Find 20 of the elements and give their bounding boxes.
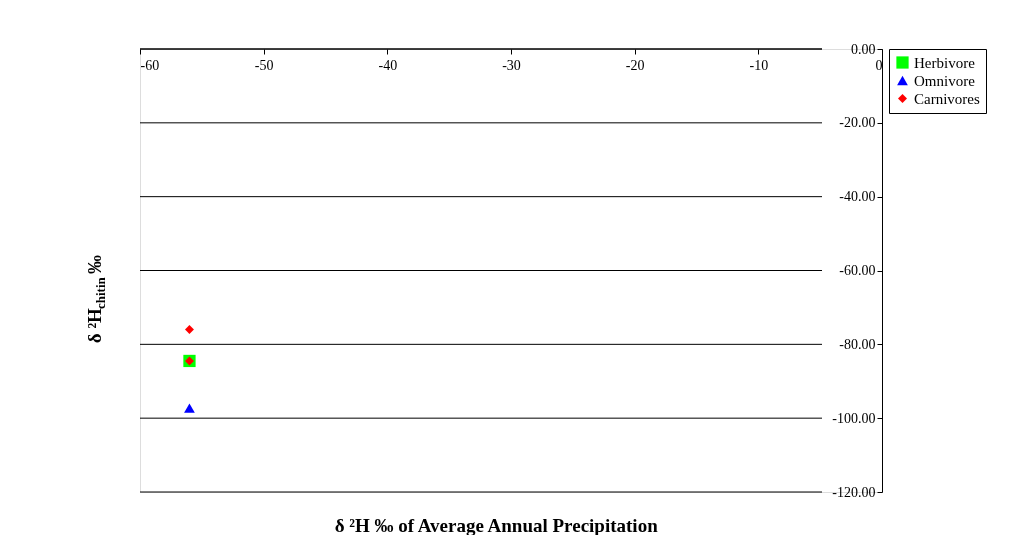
legend-label: Omnivore: [914, 72, 976, 89]
x-tick-label: -30: [502, 57, 521, 73]
y-tick-label: -60.00: [839, 263, 876, 278]
y-tick-label: -80.00: [839, 336, 876, 352]
legend-label: Carnivores: [914, 90, 980, 107]
x-tick-label: -50: [254, 57, 274, 73]
y-axis-title: δ ²Hchitin ‰: [84, 254, 108, 344]
x-tick-label: 0: [875, 57, 883, 73]
y-tick-label: -100.00: [832, 410, 876, 426]
x-tick-label: -60: [140, 57, 160, 73]
point: [184, 325, 194, 335]
x-tick-label: -20: [625, 57, 645, 73]
y-tick-label: 0.00: [851, 41, 876, 57]
y-tick-label: -120.00: [832, 484, 876, 500]
x-tick-label: -40: [378, 57, 398, 73]
legend-label: Herbivore: [914, 54, 976, 71]
y-tick-label: -20.00: [839, 115, 876, 131]
x-tick-label: -10: [749, 57, 769, 73]
point: [184, 403, 195, 413]
y-tick-label: -40.00: [839, 189, 876, 205]
